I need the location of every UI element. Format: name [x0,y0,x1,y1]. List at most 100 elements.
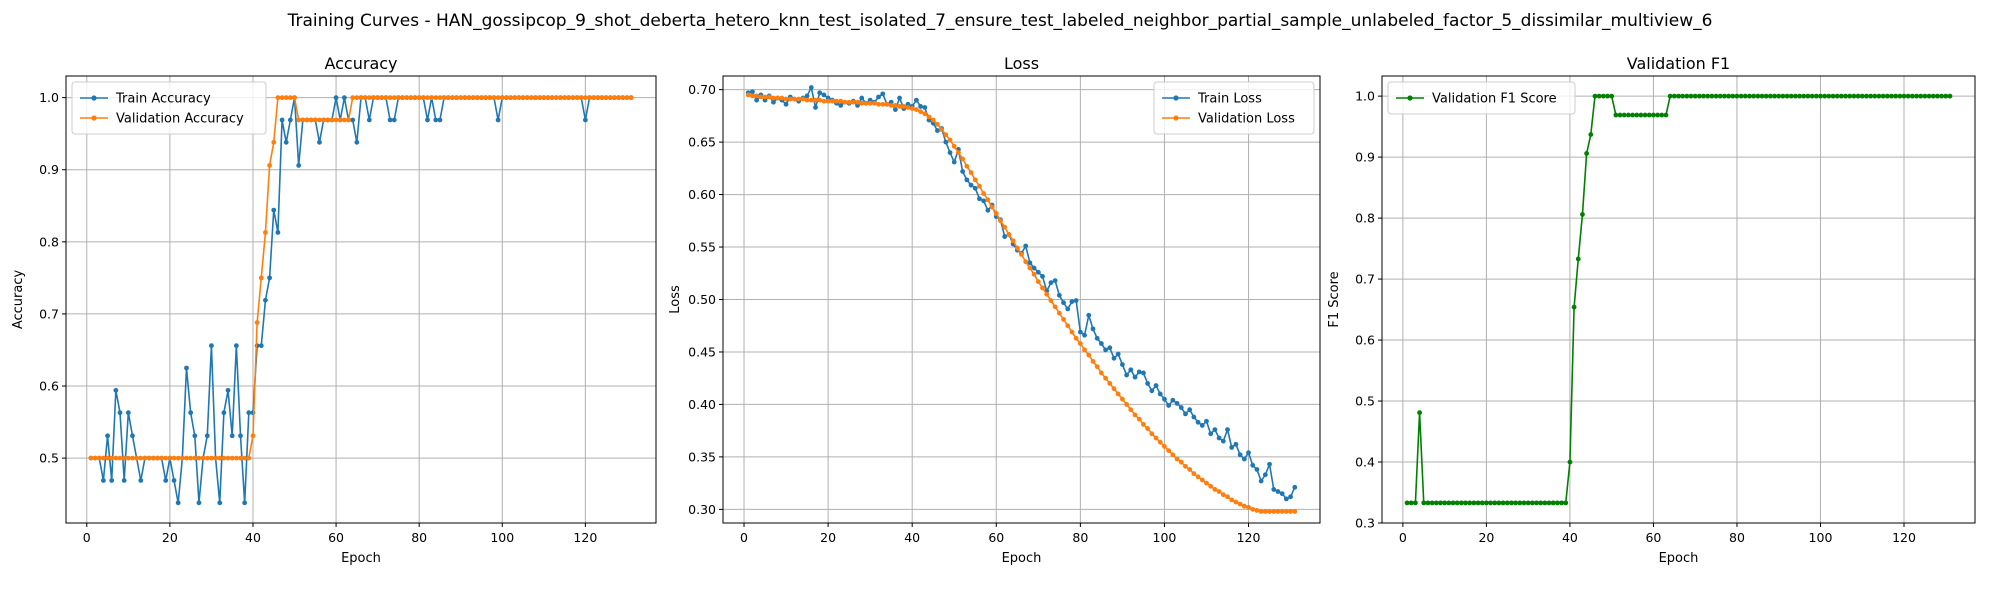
y-axis-label: F1 Score [1327,271,1342,327]
data-point [935,128,940,133]
data-point [1225,427,1230,433]
data-point [1467,500,1473,506]
data-point [175,455,181,461]
data-point [998,218,1003,224]
data-point [1872,93,1878,99]
data-point [1926,93,1932,99]
data-point [105,455,110,461]
data-point [395,95,401,101]
series-line-validation-accuracy [90,96,632,459]
y-tick-label: 0.35 [688,449,716,464]
data-point [150,455,156,461]
data-point [296,163,302,168]
data-point [1183,463,1188,469]
data-point [1023,259,1029,265]
data-point [1417,410,1422,416]
data-point [558,95,563,101]
data-point [1918,93,1924,99]
data-point [1166,403,1172,408]
data-point [528,95,534,101]
data-point [1617,112,1623,118]
data-point [1692,93,1698,99]
data-point [238,455,243,461]
data-point [92,455,98,461]
data-point [113,387,119,393]
x-tick-label: 0 [83,530,91,545]
data-point [275,95,281,101]
data-point [1446,500,1452,506]
data-point [796,96,802,102]
y-tick-label: 0.65 [688,135,716,150]
data-point [138,455,144,461]
y-tick-label: 0.6 [39,379,59,394]
data-point [138,478,144,483]
x-axis-label: Epoch [1659,551,1699,566]
legend: Train Accuracy Validation Accuracy [71,81,267,135]
data-point [771,99,776,105]
data-point [1233,441,1239,447]
data-point [470,95,476,101]
data-point [1722,93,1727,99]
data-point [964,163,970,169]
data-point [420,95,426,101]
data-point [1513,500,1519,506]
data-point [1124,372,1130,378]
data-point [960,169,966,174]
legend-entry-label: Train Accuracy [115,92,211,107]
data-point [1098,370,1104,376]
data-point [412,95,418,101]
data-point [1554,500,1560,506]
data-point [595,95,601,101]
data-point [1170,397,1176,403]
data-point [1044,291,1050,297]
data-point [283,95,289,101]
data-point [888,102,894,108]
data-point [1086,312,1092,318]
data-point [1103,375,1108,381]
data-point [1103,347,1108,353]
data-point [1930,93,1936,99]
data-point [771,95,776,101]
data-point [1676,93,1681,99]
y-tick-label: 0.30 [688,502,716,517]
data-point [354,95,360,101]
legend-entry-label: Train Loss [1197,92,1262,107]
data-point [1788,93,1794,99]
y-axis-label: Loss [668,285,683,314]
data-point [1742,93,1748,99]
figure-title: Training Curves - HAN_gossipcop_9_shot_d… [287,11,1713,31]
x-tick-label: 40 [904,530,920,545]
data-point [1851,93,1857,99]
data-point [1500,500,1506,506]
data-point [200,455,206,461]
data-point [754,93,760,99]
legend-entry-label: Validation Accuracy [116,112,244,127]
data-point [804,93,810,99]
data-point [1065,306,1071,312]
data-point [1275,509,1281,514]
data-point [620,95,626,101]
data-point [960,156,966,162]
x-axis-label: Epoch [1002,551,1042,566]
data-point [1048,298,1054,303]
plot-frame [65,75,657,524]
data-point [1216,435,1222,441]
data-point [441,95,447,101]
data-point [1772,93,1777,99]
data-point [425,95,430,101]
data-point [329,117,335,123]
data-point [113,455,119,461]
data-point [981,198,987,204]
data-point [1847,93,1853,99]
data-point [233,455,239,461]
data-point [1090,326,1096,332]
data-point [1267,461,1272,467]
data-point [275,230,281,235]
data-point [745,92,751,98]
data-point [825,98,831,104]
data-point [362,95,368,101]
data-point [808,85,814,90]
data-point [800,96,806,102]
data-point [1052,278,1058,284]
data-point [876,101,881,107]
